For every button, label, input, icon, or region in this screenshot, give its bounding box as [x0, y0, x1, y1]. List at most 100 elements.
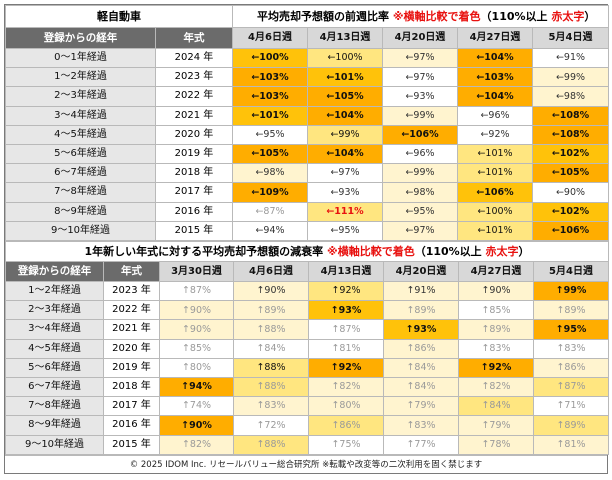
ratio-cell: ↑81%: [308, 338, 384, 359]
row-age-label: 5～6年経過: [5, 357, 104, 378]
row-age-label: 0～1年経過: [5, 47, 156, 69]
table-row: 6～7年経過 2018 年 ←98% ←97% ←99% ←101% ←105%: [5, 163, 610, 184]
ratio-cell: ←97%: [307, 163, 383, 184]
row-age-label: 2～3年経過: [5, 300, 104, 321]
table1-title: 平均売却予想額の前週比率 ※横軸比較で着色（110%以上 赤太字）: [231, 5, 610, 28]
weekly-ratio-table: 軽自動車 平均売却予想額の前週比率 ※横軸比較で着色（110%以上 赤太字） 登…: [5, 5, 610, 241]
ratio-cell: ↑84%: [383, 376, 459, 398]
ratio-cell: ↑88%: [233, 319, 309, 340]
row-age-label: 9～10年経過: [5, 434, 104, 455]
ratio-cell: ↑99%: [532, 280, 610, 302]
report-panel: 軽自動車 平均売却予想額の前週比率 ※横軸比較で着色（110%以上 赤太字） 登…: [4, 4, 610, 474]
table-row: 3～4年経過 2021 年 ←101% ←104% ←99% ←96% ←108%: [5, 105, 610, 126]
table2-title: 1年新しい年式に対する平均売却予想額の減衰率 ※横軸比較で着色（110%以上 赤…: [4, 241, 610, 262]
week-header: 4月27日週: [458, 261, 534, 282]
row-model-year: 2023 年: [155, 67, 233, 88]
ratio-cell: ←95%: [382, 201, 458, 222]
ratio-cell: ←98%: [531, 86, 610, 107]
ratio-cell: ↑80%: [159, 357, 234, 378]
ratio-cell: ↑79%: [458, 415, 534, 436]
ratio-cell: ←95%: [307, 220, 383, 241]
ratio-cell: ↑89%: [532, 300, 610, 321]
ratio-cell: ←103%: [457, 67, 533, 88]
ratio-cell: ↑83%: [383, 415, 459, 436]
ratio-cell: ←93%: [307, 182, 383, 203]
ratio-cell: ↑86%: [308, 415, 384, 436]
ratio-cell: ↑89%: [233, 300, 309, 321]
row-model-year: 2022 年: [155, 86, 233, 107]
ratio-cell: ↑75%: [308, 434, 384, 455]
ratio-cell: ↑85%: [159, 338, 234, 359]
ratio-cell: ←108%: [531, 124, 610, 145]
row-age-label: 1～2年経過: [5, 67, 156, 88]
ratio-cell: ↑89%: [458, 319, 534, 340]
week-header: 5月4日週: [532, 261, 610, 282]
ratio-cell: ↑86%: [383, 338, 459, 359]
table-row: 9～10年経過 2015 年 ←94% ←95% ←97% ←101% ←106%: [5, 220, 610, 241]
ratio-cell: ←102%: [531, 201, 610, 222]
ratio-cell: ↑88%: [233, 434, 309, 455]
row-age-label: 5～6年経過: [5, 143, 156, 165]
ratio-cell: ←99%: [531, 67, 610, 88]
yearly-decay-table: 1年新しい年式に対する平均売却予想額の減衰率 ※横軸比較で着色（110%以上 赤…: [4, 241, 610, 455]
ratio-cell: ↑72%: [233, 415, 309, 436]
week-header: 4月13日週: [308, 261, 384, 282]
week-header: 4月20日週: [383, 261, 459, 282]
ratio-cell: ↑82%: [458, 376, 534, 398]
ratio-cell: ↑89%: [532, 415, 610, 436]
ratio-cell: ←101%: [457, 163, 533, 184]
ratio-cell: ↑77%: [383, 434, 459, 455]
week-header: 4月27日週: [457, 27, 533, 49]
ratio-cell: ←101%: [457, 143, 533, 165]
week-header: 3月30日週: [159, 261, 234, 282]
ratio-cell: ←97%: [382, 220, 458, 241]
col-header-age: 登録からの経年: [5, 261, 104, 282]
row-age-label: 3～4年経過: [5, 319, 104, 340]
ratio-cell: ↑83%: [233, 396, 309, 417]
ratio-cell: ←97%: [382, 67, 458, 88]
ratio-cell: ←104%: [457, 47, 533, 69]
ratio-cell: ↑89%: [383, 300, 459, 321]
ratio-cell: ←104%: [307, 105, 383, 126]
ratio-cell: ←106%: [531, 220, 610, 241]
row-model-year: 2023 年: [103, 280, 160, 302]
table-row: 2～3年経過 2022 年 ←103% ←105% ←93% ←104% ←98%: [5, 86, 610, 107]
table-row: 4～5年経過 2020 年 ↑85% ↑84% ↑81% ↑86% ↑83% ↑83%: [5, 338, 610, 359]
row-model-year: 2021 年: [155, 105, 233, 126]
col-header-year: 年式: [155, 27, 233, 49]
table-row: 8～9年経過 2016 年 ↑90% ↑72% ↑86% ↑83% ↑79% ↑89%: [5, 415, 610, 436]
ratio-cell: ←104%: [307, 143, 383, 165]
ratio-cell: ↑83%: [532, 338, 610, 359]
row-age-label: 7～8年経過: [5, 396, 104, 417]
ratio-cell: ↑95%: [532, 319, 610, 340]
row-model-year: 2018 年: [155, 163, 233, 184]
ratio-cell: ↑88%: [233, 357, 309, 378]
ratio-cell: ↑90%: [159, 300, 234, 321]
row-model-year: 2019 年: [155, 143, 233, 165]
ratio-cell: ↑90%: [233, 280, 309, 302]
ratio-cell: ↑94%: [159, 376, 234, 398]
ratio-cell: ←106%: [457, 182, 533, 203]
table-row: 5～6年経過 2019 年 ↑80% ↑88% ↑92% ↑84% ↑92% ↑86%: [5, 357, 610, 378]
ratio-cell: ←99%: [307, 124, 383, 145]
table-row: 1～2年経過 2023 年 ↑87% ↑90% ↑92% ↑91% ↑90% ↑99%: [5, 280, 610, 302]
ratio-cell: ←105%: [232, 143, 308, 165]
ratio-cell: ←109%: [232, 182, 308, 203]
ratio-cell: ←95%: [232, 124, 308, 145]
ratio-cell: ↑83%: [458, 338, 534, 359]
ratio-cell: ↑82%: [159, 434, 234, 455]
ratio-cell: ←91%: [531, 47, 610, 69]
ratio-cell: ↑84%: [233, 338, 309, 359]
ratio-cell: ←100%: [307, 47, 383, 69]
ratio-cell: ←100%: [232, 47, 308, 69]
week-header: 4月13日週: [307, 27, 383, 49]
ratio-cell: ↑85%: [458, 300, 534, 321]
week-header: 4月20日週: [382, 27, 458, 49]
table-row: 2～3年経過 2022 年 ↑90% ↑89% ↑93% ↑89% ↑85% ↑89%: [5, 300, 610, 321]
ratio-cell: ←106%: [382, 124, 458, 145]
ratio-cell: ↑78%: [458, 434, 534, 455]
ratio-cell: ↑86%: [532, 357, 610, 378]
row-model-year: 2020 年: [155, 124, 233, 145]
ratio-cell: ↑79%: [383, 396, 459, 417]
ratio-cell: ↑74%: [159, 396, 234, 417]
